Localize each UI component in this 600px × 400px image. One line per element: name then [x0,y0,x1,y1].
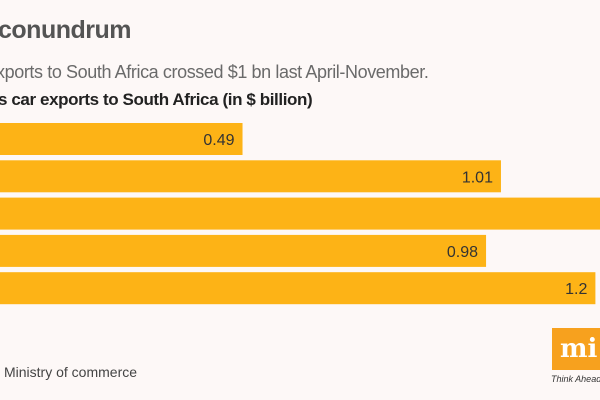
bar-4 [0,272,596,305]
source-text: Ministry of commerce [4,364,138,380]
bar-0 [0,123,243,155]
bar-3 [0,234,487,267]
bar-value-label: 0.98 [447,244,478,261]
chart-title: conundrum [0,16,132,44]
bar-2 [0,197,600,230]
mint-logo: mi [552,328,600,370]
chart-subtitle: xports to South Africa crossed $1 bn las… [0,62,429,82]
chart-heading: s car exports to South Africa (in $ bill… [0,90,313,109]
bar-value-label: 1.01 [462,169,493,186]
bar-value-label: 1.2 [565,281,587,298]
bar-1 [0,160,501,193]
logo-tagline: Think Ahead. T [551,374,600,384]
bar-value-label: 0.49 [203,132,234,149]
